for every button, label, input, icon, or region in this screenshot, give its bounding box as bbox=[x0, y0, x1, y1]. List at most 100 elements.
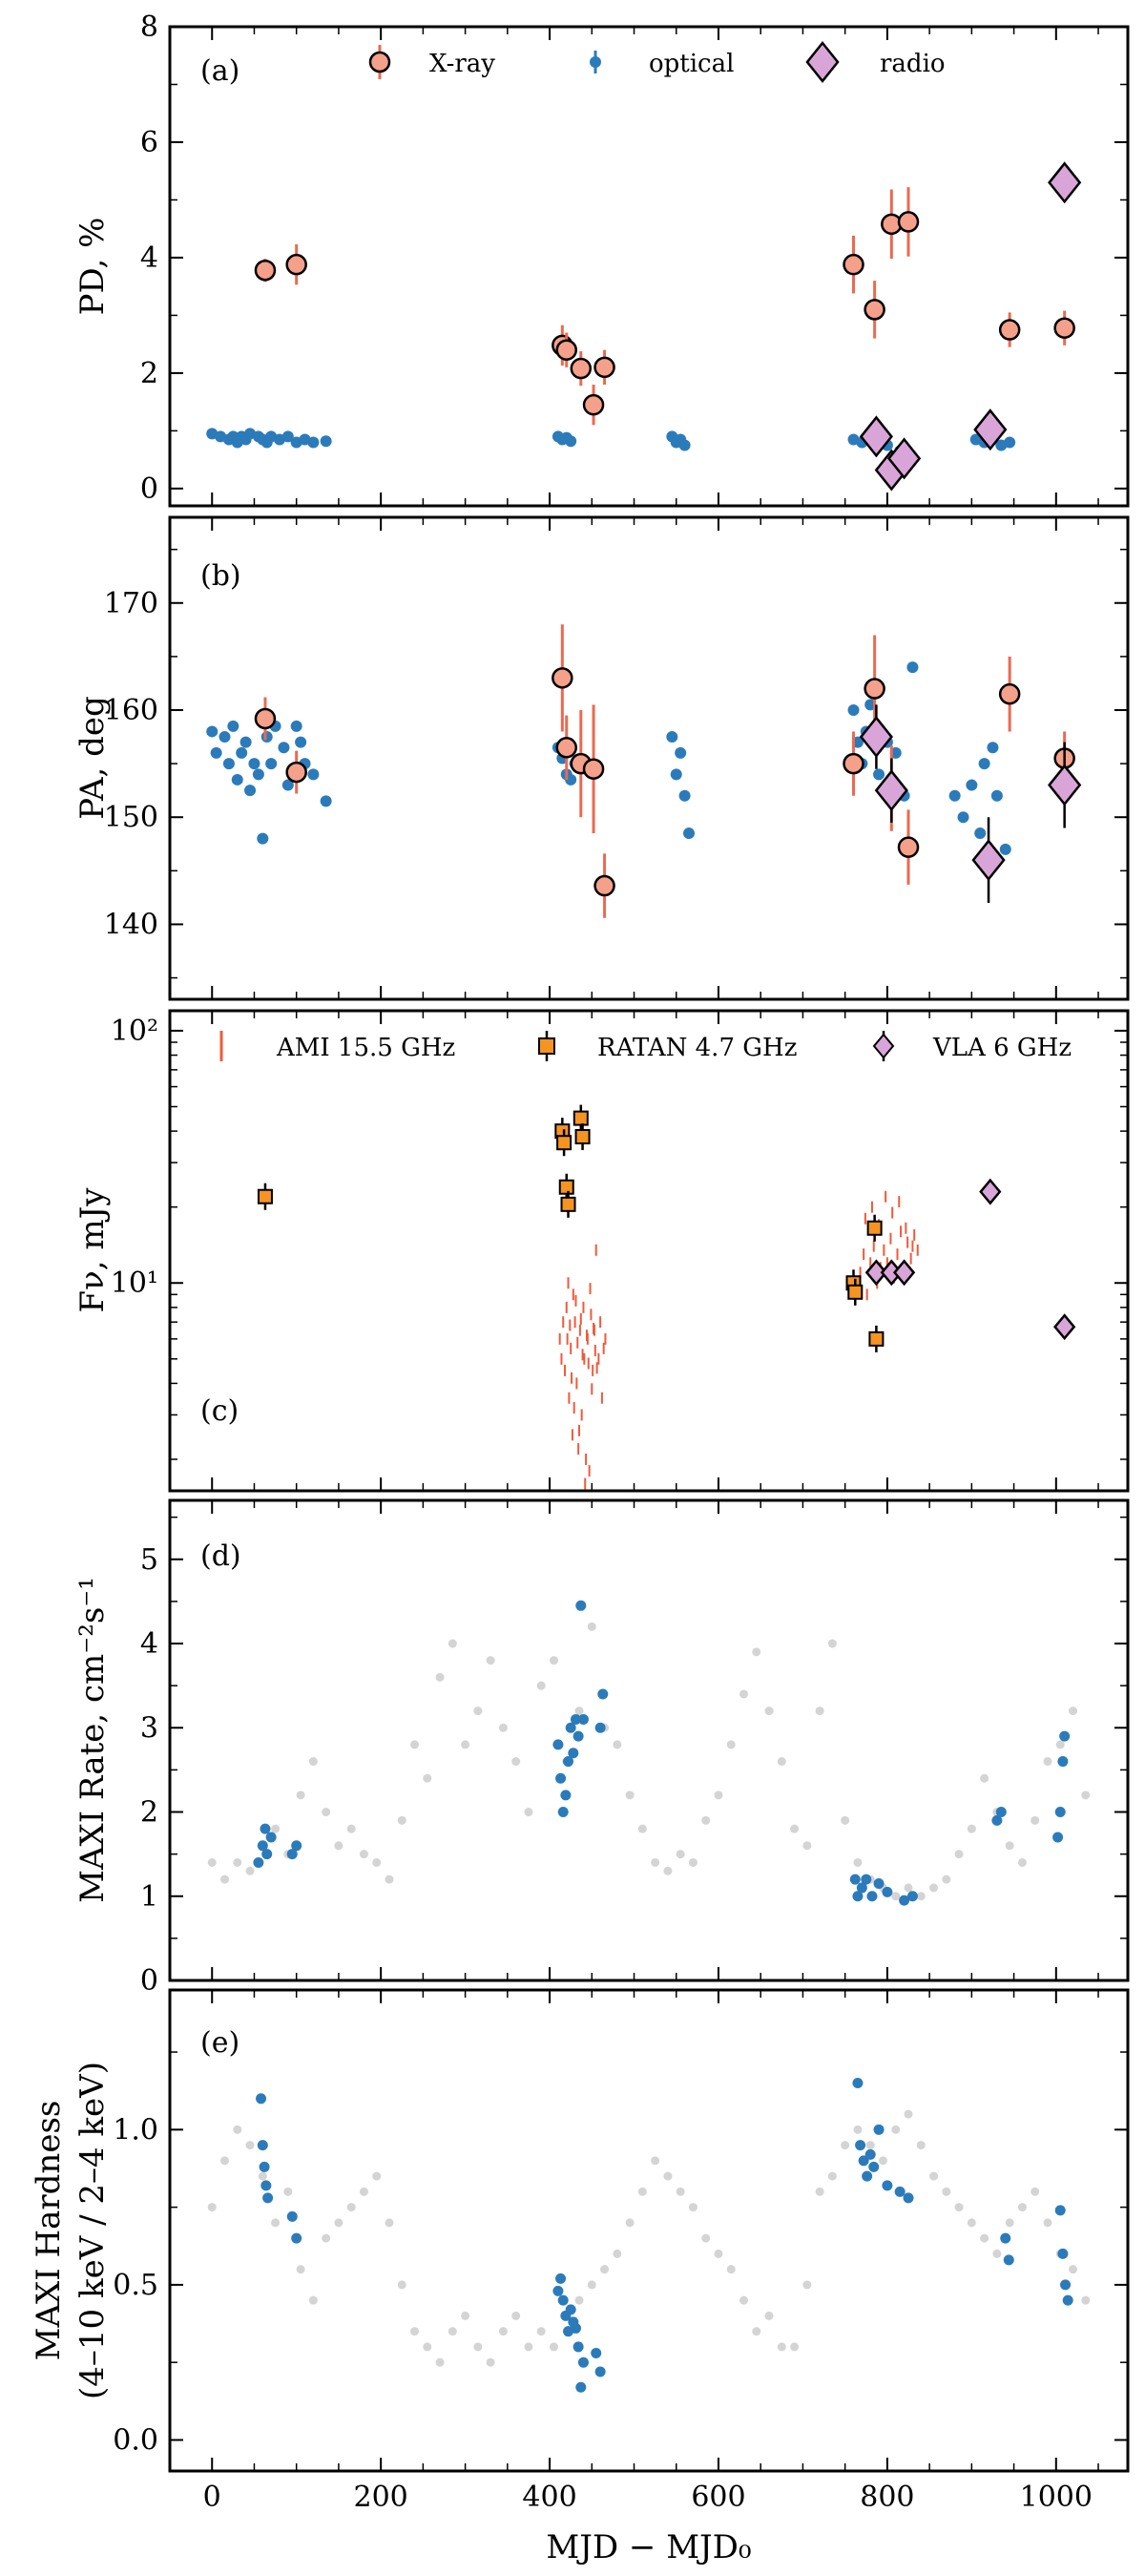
optical-point bbox=[847, 704, 860, 716]
y-tick-label: 5 bbox=[140, 1543, 158, 1577]
maxi-grey-point bbox=[726, 1740, 736, 1749]
maxi-grey-point bbox=[1043, 1757, 1052, 1767]
maxi-grey-point bbox=[322, 1808, 331, 1817]
maxi-grey-point bbox=[397, 2280, 406, 2290]
radio-point bbox=[892, 1259, 916, 1287]
maxi-grey-point bbox=[790, 2342, 800, 2352]
optical-point bbox=[999, 843, 1011, 855]
panel-a-tag: (a) bbox=[200, 54, 239, 88]
maxi-grey-point bbox=[1030, 2187, 1040, 2196]
maxi-grey-point bbox=[802, 2280, 812, 2290]
maxi-grey-point bbox=[385, 2218, 394, 2228]
legend-optical-label: optical bbox=[649, 50, 734, 78]
optical-point bbox=[320, 435, 332, 448]
maxi-grey-point bbox=[1017, 1857, 1027, 1867]
optical-point bbox=[1004, 436, 1016, 449]
x-tick-label: 600 bbox=[691, 2481, 745, 2514]
maxi-blue-point bbox=[594, 1722, 606, 1733]
xray-point bbox=[864, 299, 885, 321]
maxi-grey-point bbox=[802, 1841, 812, 1851]
xray-point bbox=[582, 393, 605, 416]
optical-point bbox=[265, 758, 278, 770]
y-tick-label: 0 bbox=[140, 472, 158, 506]
xray-point bbox=[285, 761, 307, 784]
maxi-grey-point bbox=[853, 1857, 863, 1867]
maxi-grey-point bbox=[701, 2233, 711, 2243]
maxi-blue-point bbox=[572, 2341, 584, 2353]
maxi-grey-point bbox=[486, 2357, 495, 2367]
y-tick-label: 160 bbox=[104, 694, 158, 727]
maxi-grey-point bbox=[448, 2327, 457, 2336]
maxi-grey-point bbox=[1081, 1791, 1091, 1800]
maxi-grey-point bbox=[891, 2125, 901, 2134]
panel-maxi-hardness: (e) MAXI Hardness (4–10 keV / 2–4 keV) 0… bbox=[30, 1988, 1130, 2473]
maxi-grey-point bbox=[271, 1824, 281, 1833]
x-tick-label: 0 bbox=[203, 2481, 221, 2514]
maxi-grey-point bbox=[334, 2218, 344, 2228]
optical-point bbox=[219, 731, 231, 743]
maxi-grey-point bbox=[486, 1656, 495, 1665]
maxi-blue-point bbox=[882, 1886, 893, 1897]
maxi-grey-point bbox=[815, 2187, 824, 2196]
radio-point bbox=[973, 408, 1008, 451]
maxi-grey-point bbox=[853, 2125, 863, 2134]
maxi-grey-point bbox=[651, 1857, 660, 1867]
xray-point bbox=[1053, 317, 1075, 339]
optical-point bbox=[231, 773, 243, 785]
radio-point bbox=[1048, 161, 1082, 204]
optical-point bbox=[670, 768, 682, 781]
maxi-blue-point bbox=[286, 2210, 298, 2222]
panel-a-frame bbox=[168, 25, 1130, 508]
maxi-blue-point bbox=[253, 1856, 264, 1868]
radio-point bbox=[1048, 764, 1082, 806]
maxi-grey-point bbox=[498, 1723, 508, 1732]
x-tick-label: 200 bbox=[354, 2481, 408, 2514]
y-tick-label: 2 bbox=[140, 1796, 158, 1830]
maxi-grey-point bbox=[536, 1681, 546, 1690]
maxi-blue-point bbox=[257, 1840, 268, 1852]
panel-b-ylabel: PA, deg bbox=[73, 696, 112, 820]
maxi-grey-point bbox=[498, 2327, 508, 2336]
y-tick-label: 10² bbox=[111, 1015, 158, 1048]
maxi-grey-point bbox=[372, 2171, 382, 2181]
panel-c-legend: AMI 15.5 GHz RATAN 4.7 GHz VLA 6 GHz bbox=[219, 1031, 1072, 1062]
xray-point bbox=[897, 836, 920, 858]
y-tick-label: 4 bbox=[140, 1627, 158, 1661]
maxi-grey-point bbox=[764, 2311, 774, 2320]
maxi-grey-point bbox=[663, 2171, 673, 2181]
optical-point bbox=[974, 827, 987, 840]
maxi-blue-point bbox=[1059, 1730, 1071, 1742]
optical-point bbox=[257, 832, 269, 845]
maxi-grey-point bbox=[1069, 1707, 1078, 1716]
maxi-blue-point bbox=[852, 2078, 864, 2089]
maxi-grey-point bbox=[980, 1773, 989, 1783]
maxi-grey-point bbox=[676, 2187, 685, 2196]
maxi-grey-point bbox=[245, 1866, 255, 1875]
panel-d-tag: (d) bbox=[200, 1539, 241, 1573]
ratan-point bbox=[866, 1220, 883, 1236]
ratan-point bbox=[574, 1128, 591, 1144]
panel-c-ylabel: Fν, mJy bbox=[73, 1187, 112, 1313]
y-tick-label: 6 bbox=[140, 126, 158, 159]
maxi-grey-point bbox=[904, 1883, 913, 1893]
maxi-blue-point bbox=[259, 2161, 270, 2172]
maxi-blue-point bbox=[849, 1874, 861, 1885]
maxi-blue-point bbox=[594, 2366, 606, 2377]
optical-point bbox=[666, 731, 678, 743]
maxi-blue-point bbox=[864, 2148, 876, 2160]
maxi-grey-point bbox=[865, 2141, 875, 2150]
maxi-grey-point bbox=[219, 2156, 229, 2166]
panel-b-marks: 140 150 160 170 bbox=[104, 517, 1128, 999]
maxi-blue-point bbox=[557, 1807, 569, 1818]
y-tick-label: 4 bbox=[140, 241, 158, 275]
ratan-point bbox=[257, 1188, 273, 1204]
ratan-point bbox=[558, 1179, 574, 1195]
maxi-grey-point bbox=[967, 1824, 976, 1833]
maxi-grey-point bbox=[916, 2141, 926, 2150]
maxi-blue-point bbox=[862, 2170, 873, 2182]
x-tick-label: 1000 bbox=[1020, 2481, 1093, 2514]
radio-point bbox=[886, 437, 922, 480]
optical-point bbox=[210, 746, 222, 759]
maxi-grey-point bbox=[385, 1874, 394, 1884]
